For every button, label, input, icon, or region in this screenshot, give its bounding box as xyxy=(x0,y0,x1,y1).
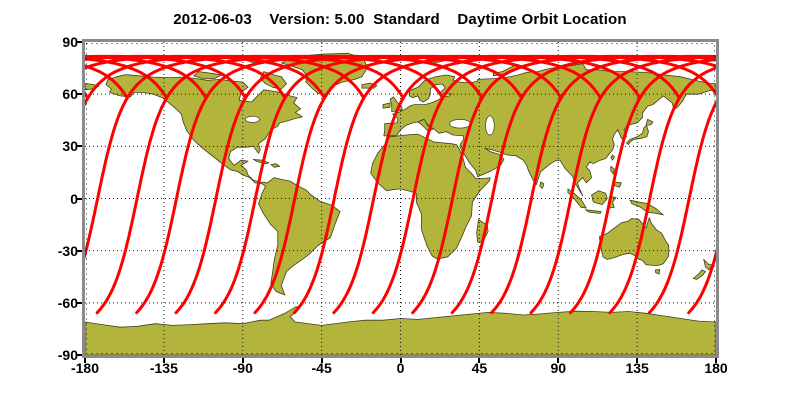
landmass-hokkaido xyxy=(645,119,654,126)
y-tick-label: 30 xyxy=(62,138,78,155)
landmass-eurasia xyxy=(383,63,716,197)
y-axis-tick xyxy=(77,197,82,200)
x-tick-label: 45 xyxy=(471,360,488,376)
x-axis-tick xyxy=(241,358,244,363)
y-axis-tick xyxy=(77,93,82,96)
map-plot-frame xyxy=(82,39,719,358)
x-tick-label: 180 xyxy=(704,360,728,376)
figure-title: 2012-06-03 Version: 5.00 Standard Daytim… xyxy=(173,11,627,28)
y-axis-tick xyxy=(77,41,82,43)
landmass-honshu-kyushu xyxy=(626,125,649,145)
x-tick-label: -90 xyxy=(232,360,253,376)
landmass-nz-south xyxy=(692,269,706,280)
orbit-track xyxy=(85,54,365,107)
y-tick-label: -60 xyxy=(57,294,78,311)
landmass-ireland xyxy=(382,102,391,109)
x-axis-tick xyxy=(557,358,560,363)
x-axis-tick xyxy=(320,358,323,363)
landmass-java xyxy=(585,209,602,214)
landmass-cuba xyxy=(252,159,270,165)
landmass-sri-lanka xyxy=(539,181,545,189)
x-axis-tick xyxy=(84,358,86,363)
y-tick-label: 60 xyxy=(62,86,78,103)
y-axis-tick xyxy=(77,249,82,252)
landmass-hispaniola xyxy=(270,163,280,168)
x-tick-label: 90 xyxy=(550,360,567,376)
lake-black-sea xyxy=(449,119,471,129)
landmass-taiwan xyxy=(610,154,615,161)
y-tick-label: 0 xyxy=(70,190,78,207)
x-axis-tick xyxy=(636,358,639,363)
landmass-borneo xyxy=(591,190,608,205)
orbit-track xyxy=(647,99,716,315)
x-axis-tick xyxy=(399,358,402,363)
orbit-track xyxy=(568,57,716,315)
x-axis-tick xyxy=(162,358,165,363)
world-map-svg xyxy=(85,42,716,355)
landmass-americas xyxy=(105,74,341,296)
y-tick-label: -90 xyxy=(57,347,78,363)
y-axis-tick xyxy=(77,301,82,304)
y-tick-label: 90 xyxy=(62,34,78,50)
landmass-luzon xyxy=(610,165,615,175)
x-tick-label: 135 xyxy=(625,360,649,376)
x-tick-label: -135 xyxy=(149,360,178,376)
x-tick-label: -180 xyxy=(70,360,100,376)
x-tick-label: -45 xyxy=(311,360,332,376)
landmass-victoria-island xyxy=(193,71,223,79)
lake-caspian-sea xyxy=(485,115,495,136)
x-tick-label: 0 xyxy=(396,360,405,376)
lake-great-lakes xyxy=(245,115,260,123)
landmass-mindanao xyxy=(613,181,622,188)
y-axis-tick xyxy=(77,145,82,148)
landmass-tasmania xyxy=(655,269,661,275)
orbit-track xyxy=(687,248,716,315)
y-axis-tick xyxy=(77,354,82,356)
orbit-track xyxy=(608,66,716,315)
x-axis-tick xyxy=(715,358,717,363)
y-tick-label: -30 xyxy=(57,242,78,259)
minor-tick-rim xyxy=(86,43,715,354)
orbit-track xyxy=(529,55,716,315)
landmass-australia xyxy=(599,217,670,266)
x-axis-tick xyxy=(478,358,481,363)
